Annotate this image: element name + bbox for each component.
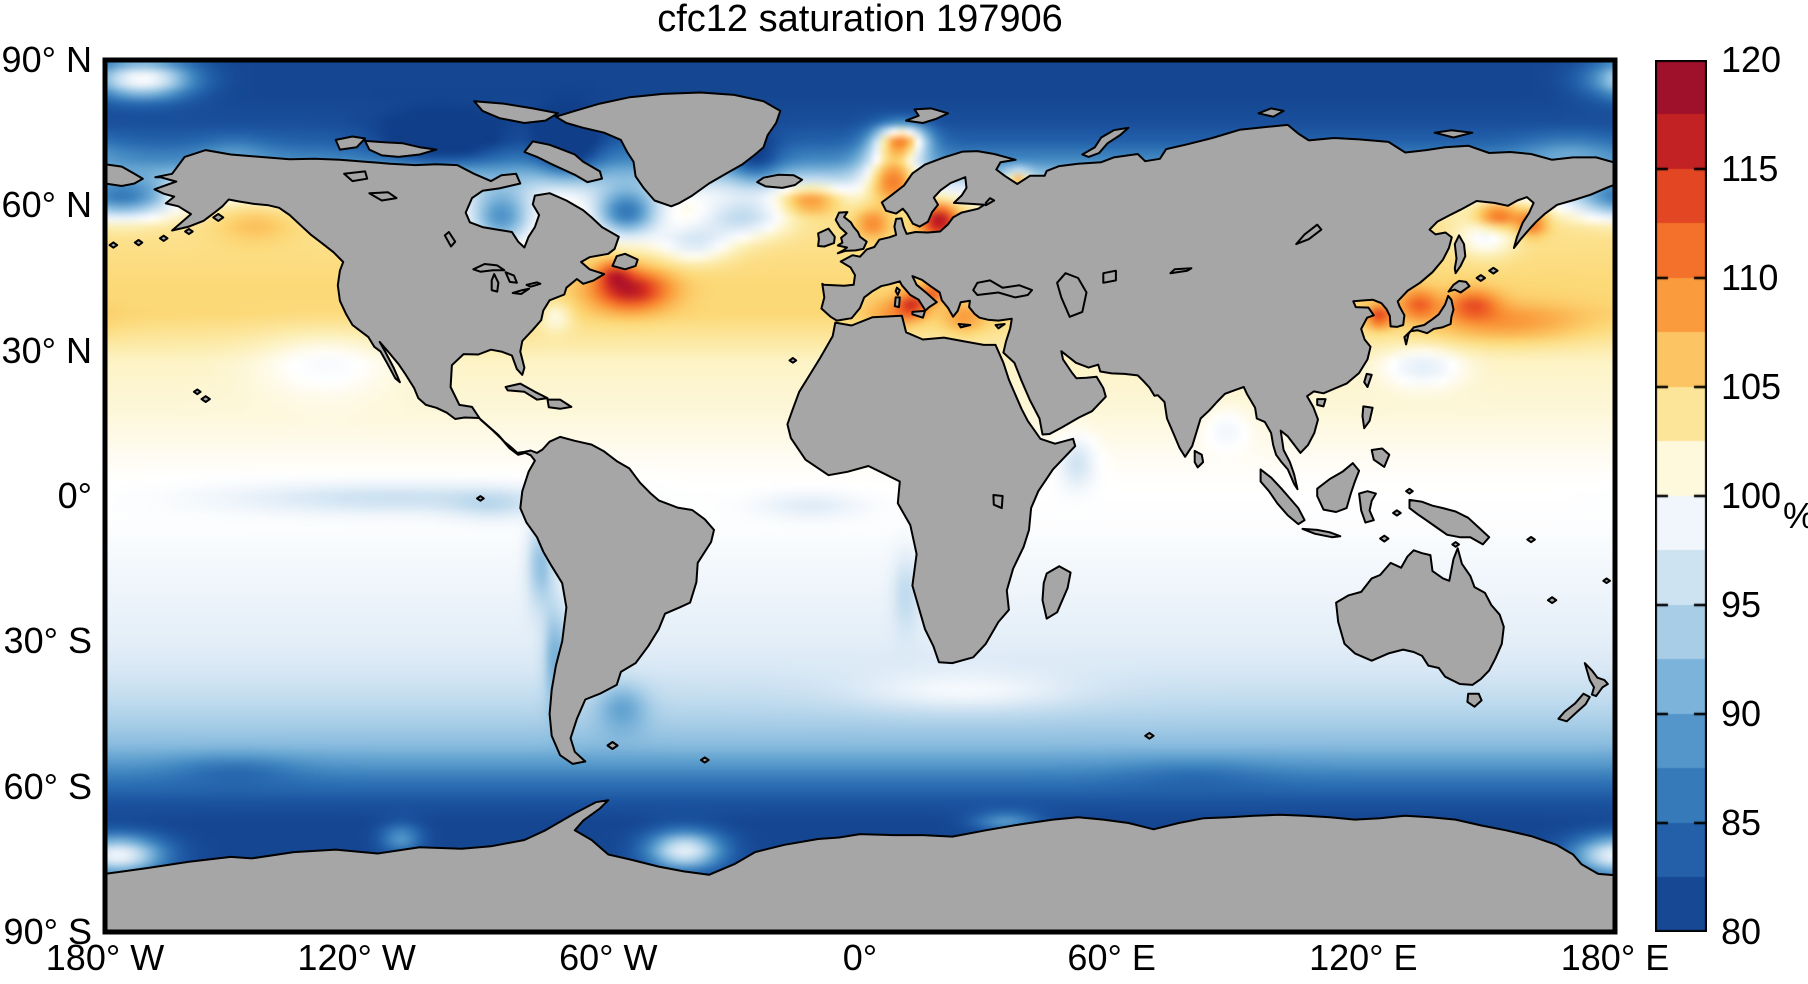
colorbar-unit-label: % — [1783, 494, 1808, 538]
colorbar — [1655, 60, 1707, 932]
lon-tick-label: 120° W — [297, 937, 416, 978]
lat-tick-label: 60° S — [3, 765, 92, 807]
lon-tick-label: 0° — [842, 937, 878, 978]
lat-tick-label: 90° N — [1, 39, 92, 80]
colorbar-tick-label: 120 — [1721, 39, 1782, 80]
colorbar-tick-label: 95 — [1721, 584, 1762, 625]
lon-tick-label: 180° E — [1560, 937, 1670, 978]
colorbar-tick-label: 85 — [1721, 802, 1762, 843]
colorbar-tick-label: 105 — [1721, 366, 1782, 407]
colorbar-tick-label: 115 — [1721, 148, 1779, 189]
colorbar-tick-label: 110 — [1721, 257, 1779, 298]
lat-tick-label: 60° N — [1, 184, 92, 226]
lat-tick-label: 0° — [57, 475, 92, 516]
colorbar-tick-label: 80 — [1721, 911, 1762, 952]
lon-tick-label: 60° E — [1067, 937, 1156, 978]
colorbar-tick-label: 90 — [1721, 693, 1762, 734]
lon-tick-label: 60° W — [559, 937, 658, 978]
lat-tick-label: 30° N — [1, 329, 92, 371]
lat-tick-label: 90° S — [3, 911, 92, 952]
colorbar-tick-label: 100 — [1721, 475, 1782, 516]
world-saturation-heatmap — [105, 60, 1615, 932]
lon-tick-label: 180° W — [45, 937, 165, 978]
lon-tick-label: 120° E — [1309, 937, 1418, 978]
lat-tick-label: 30° S — [3, 620, 92, 662]
chart-title: cfc12 saturation 197906 — [657, 0, 1063, 40]
